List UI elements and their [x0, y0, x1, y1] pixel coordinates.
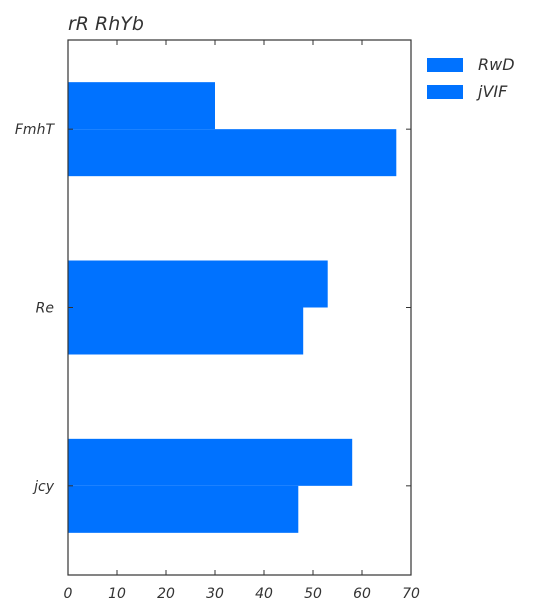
legend-swatch-RwD [427, 58, 463, 72]
x-tick-label: 40 [255, 586, 273, 602]
legend-label-jVIF: jVIF [476, 82, 508, 101]
y-tick-label: Re [36, 301, 54, 317]
x-tick-label: 50 [304, 586, 322, 602]
x-tick-label: 60 [353, 586, 371, 602]
bar-Re-RwD [68, 260, 328, 308]
legend: RwD jVIF [427, 55, 515, 101]
x-tick-label: 0 [64, 586, 73, 602]
y-tick-label: FmhT [15, 122, 56, 138]
axis-ticks [67, 40, 412, 575]
bar-jcy-jVIF [68, 485, 299, 533]
bar-FmhT-RwD [68, 82, 215, 130]
bars-group [68, 82, 397, 533]
x-tick-label: 70 [402, 586, 420, 602]
x-tick-label: 30 [206, 586, 224, 602]
x-tick-label: 10 [108, 586, 126, 602]
chart-title: rR RhYb [68, 13, 144, 35]
legend-swatch-jVIF [427, 85, 463, 99]
x-tick-label: 20 [157, 586, 175, 602]
legend-label-RwD: RwD [478, 55, 515, 74]
bar-Re-jVIF [68, 307, 304, 355]
y-tick-label: jcy [32, 479, 55, 495]
bar-jcy-RwD [68, 438, 353, 486]
bar-FmhT-jVIF [68, 129, 397, 177]
axis-labels: FmhT Re jcy 0 10 20 30 40 50 60 70 [15, 122, 420, 602]
